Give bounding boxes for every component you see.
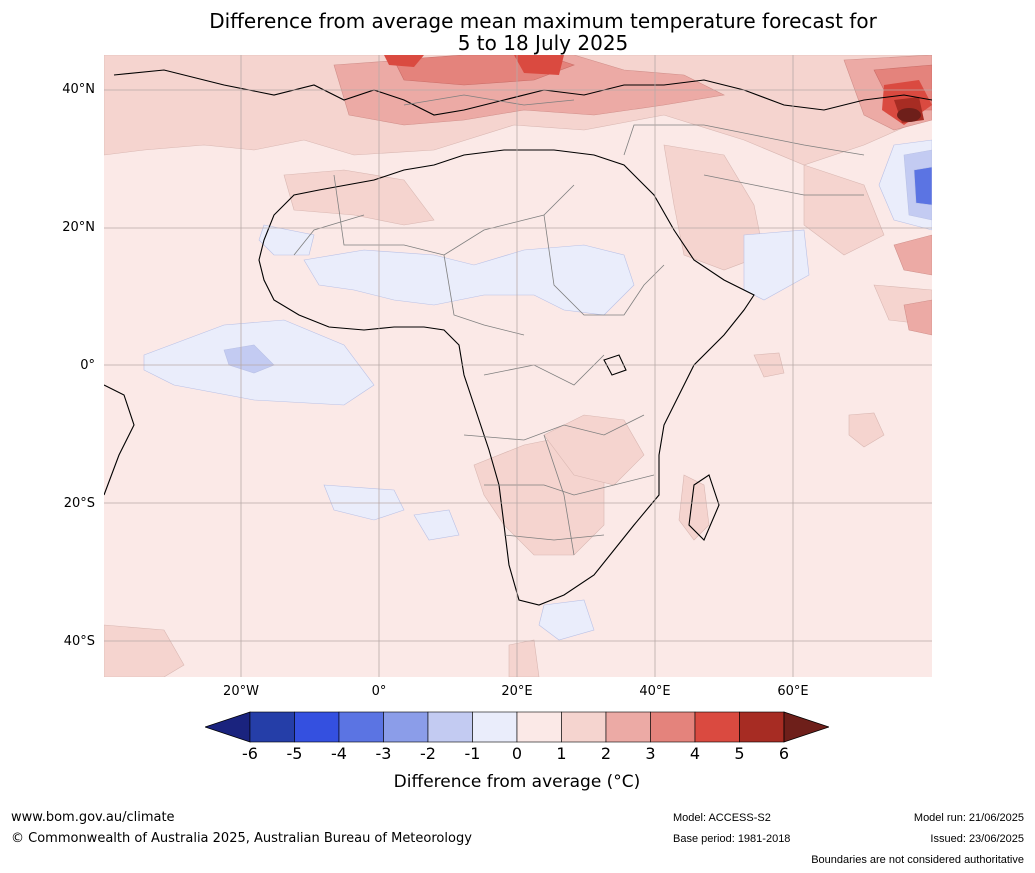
lon-label-0: 0° (371, 684, 387, 699)
website-link[interactable]: www.bom.gov.au/climate (11, 810, 175, 825)
model-name: Model: ACCESS-S2 (673, 812, 771, 824)
anomaly-minus-regions (143, 139, 932, 641)
colorbar-tick: -6 (242, 744, 258, 763)
colorbar-tick: 0 (511, 744, 523, 763)
chart-title: Difference from average mean maximum tem… (0, 10, 1035, 54)
colorbar-tick: 5 (734, 744, 745, 763)
colorbar-tick: -5 (286, 744, 303, 763)
lat-label-20s: 20°S (63, 496, 95, 511)
lon-label-40e: 40°E (639, 684, 671, 699)
colorbar-svg (203, 711, 831, 743)
lat-label-40n: 40°N (62, 82, 95, 97)
colorbar-tick: -1 (464, 744, 481, 763)
base-period: Base period: 1981-2018 (673, 833, 791, 845)
lat-label-40s: 40°S (63, 634, 95, 649)
issued-date: Issued: 23/06/2025 (930, 833, 1024, 845)
graticule (104, 55, 932, 677)
colorbar (203, 711, 831, 747)
boundaries-disclaimer: Boundaries are not considered authoritat… (811, 854, 1024, 866)
forecast-map[interactable] (104, 55, 932, 677)
colorbar-tick: 6 (778, 744, 790, 763)
model-run-date: Model run: 21/06/2025 (913, 812, 1024, 824)
title-line-2: 5 to 18 July 2025 (457, 31, 629, 55)
country-borders (293, 94, 865, 556)
colorbar-tick: -2 (420, 744, 436, 763)
lon-label-60e: 60°E (777, 684, 809, 699)
lon-label-20w: 20°W (223, 684, 259, 699)
colorbar-tick: 4 (689, 744, 701, 763)
lon-label-20e: 20°E (501, 684, 533, 699)
map-svg (104, 55, 932, 677)
title-line-1: Difference from average mean maximum tem… (209, 9, 877, 33)
colorbar-tick: 3 (645, 744, 656, 763)
colorbar-tick: -3 (375, 744, 392, 763)
colorbar-label: Difference from average (°C) (393, 772, 641, 792)
colorbar-tick: 2 (600, 744, 612, 763)
colorbar-tick: 1 (556, 744, 567, 763)
lat-label-0: 0° (80, 358, 95, 373)
colorbar-tick: -4 (331, 744, 347, 763)
lat-label-20n: 20°N (62, 220, 95, 235)
anomaly-plus4-regions (384, 55, 932, 125)
copyright-text: © Commonwealth of Australia 2025, Austra… (11, 831, 472, 846)
